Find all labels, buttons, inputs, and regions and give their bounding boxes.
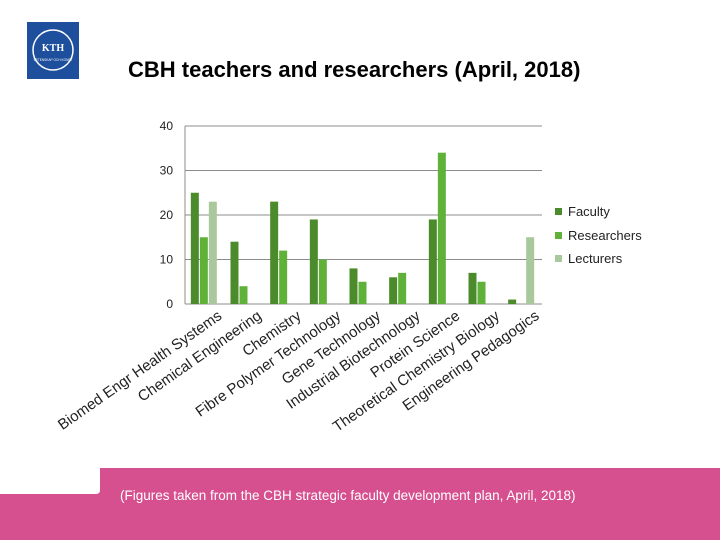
y-tick-label: 10 xyxy=(160,253,174,267)
bar-researchers-7 xyxy=(437,152,446,304)
bar-researchers-5 xyxy=(358,281,367,304)
bar-faculty-6 xyxy=(389,277,398,304)
bar-researchers-1 xyxy=(199,237,208,304)
bar-researchers-2 xyxy=(239,286,248,304)
y-tick-label: 30 xyxy=(160,164,174,178)
bar-lecturers-1 xyxy=(208,201,217,304)
bar-researchers-6 xyxy=(398,272,407,304)
svg-text:VETENSKAP OCH KONST: VETENSKAP OCH KONST xyxy=(34,58,73,62)
bar-faculty-3 xyxy=(270,201,279,304)
bar-faculty-5 xyxy=(349,268,358,304)
bar-faculty-2 xyxy=(230,241,239,304)
legend-swatch xyxy=(555,231,562,239)
legend-item-lecturers: Lecturers xyxy=(555,247,642,271)
legend-swatch xyxy=(555,255,562,263)
footer-banner: (Figures taken from the CBH strategic fa… xyxy=(0,468,720,540)
legend-label: Researchers xyxy=(568,227,642,243)
bar-faculty-1 xyxy=(190,192,199,304)
bar-faculty-9 xyxy=(508,299,517,304)
chart-legend: Faculty Researchers Lecturers xyxy=(555,200,642,271)
y-tick-label: 40 xyxy=(160,119,174,133)
bar-researchers-3 xyxy=(279,250,288,304)
legend-item-faculty: Faculty xyxy=(555,200,642,224)
legend-label: Lecturers xyxy=(568,251,623,267)
bar-faculty-4 xyxy=(309,219,318,304)
legend-swatch xyxy=(555,208,562,216)
legend-label: Faculty xyxy=(568,204,610,220)
bar-faculty-8 xyxy=(468,272,477,304)
y-tick-label: 0 xyxy=(166,297,173,311)
bar-researchers-4 xyxy=(318,259,327,304)
page-title: CBH teachers and researchers (April, 201… xyxy=(128,57,581,82)
y-tick-label: 20 xyxy=(160,208,174,222)
svg-text:KTH: KTH xyxy=(42,43,64,54)
footer-note: (Figures taken from the CBH strategic fa… xyxy=(120,488,576,503)
bar-researchers-8 xyxy=(477,281,486,304)
bar-lecturers-9 xyxy=(526,237,535,304)
legend-item-researchers: Researchers xyxy=(555,224,642,248)
kth-logo: KTH VETENSKAP OCH KONST xyxy=(27,22,79,79)
bar-faculty-7 xyxy=(428,219,437,304)
